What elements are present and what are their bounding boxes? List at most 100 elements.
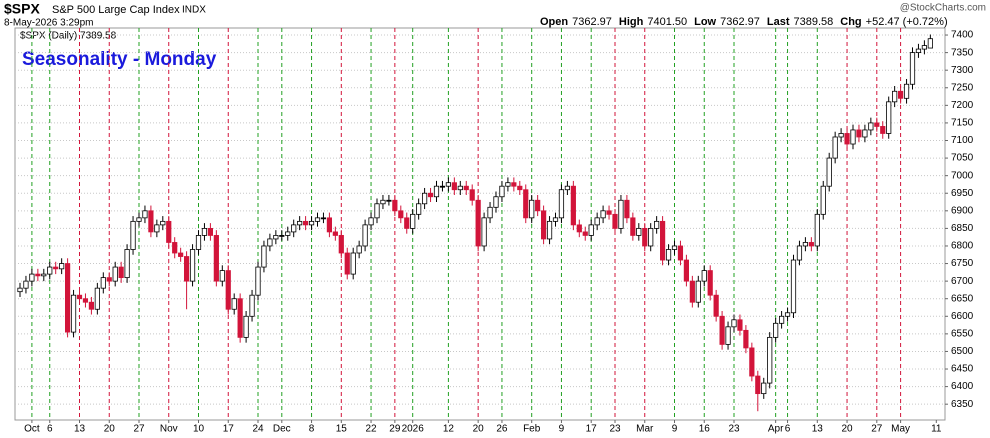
candle-body [921, 45, 928, 50]
candle-body [630, 217, 636, 236]
candle-body [743, 329, 749, 349]
candle-body [541, 210, 547, 240]
candle-body [338, 235, 344, 254]
candle-body [320, 217, 327, 220]
y-tick-label: 6950 [951, 188, 974, 199]
x-tick-label: 11 [931, 424, 942, 435]
candle-body [642, 227, 648, 247]
candle-body [100, 277, 106, 289]
y-tick-label: 6750 [951, 258, 974, 269]
x-tick-label: 9 [559, 424, 565, 435]
candle-body [70, 294, 77, 333]
x-tick-label: 17 [586, 424, 598, 435]
x-tick-label: 17 [223, 424, 235, 435]
candle-body [552, 217, 559, 222]
candle-body [505, 182, 511, 187]
candle-body [356, 245, 362, 254]
candle-body [915, 48, 922, 54]
candle-body [160, 220, 166, 226]
x-tick-label: 22 [365, 424, 377, 435]
candle-body [779, 315, 785, 324]
candle-body [201, 227, 208, 236]
candle-body [636, 227, 642, 236]
candle-body [362, 224, 368, 247]
candle-body [350, 252, 356, 275]
candle-body [398, 210, 404, 219]
candle-body [749, 347, 755, 377]
candle-body [88, 301, 94, 310]
y-tick-label: 7250 [951, 82, 974, 93]
candle-body [35, 273, 41, 277]
stat-label: Chg [840, 16, 861, 28]
stat-value: 7389.58 [794, 16, 834, 28]
y-tick-label: 6550 [951, 329, 974, 340]
x-tick-label: Oct [24, 424, 40, 435]
candle-body [677, 245, 684, 261]
candle-body [773, 322, 779, 338]
x-tick-label: 27 [871, 424, 883, 435]
y-tick-label: 6850 [951, 223, 974, 234]
candle-body [451, 182, 457, 191]
candle-body [130, 220, 136, 250]
candle-body [183, 256, 190, 282]
y-tick-label: 6600 [951, 311, 974, 322]
candle-body [838, 133, 844, 138]
candle-body [707, 270, 713, 296]
candle-body [683, 259, 690, 282]
candle-body [314, 217, 321, 222]
candle-body [892, 90, 898, 103]
candle-body [493, 196, 499, 208]
candle-body [588, 224, 594, 236]
candle-body [457, 185, 463, 191]
candle-body [166, 220, 172, 243]
candle-body [523, 189, 529, 219]
candle-body [665, 249, 672, 261]
x-tick-label: Mar [636, 424, 654, 435]
legend-label: $SPX (Daily) 7389.58 [20, 31, 117, 42]
y-tick-label: 7300 [951, 65, 974, 76]
x-tick-label: 8 [309, 424, 315, 435]
candle-body [433, 185, 440, 198]
candle-body [374, 203, 380, 219]
candle-body [832, 136, 838, 159]
candle-body [344, 252, 350, 275]
candle-body [291, 224, 297, 233]
candle-body [767, 336, 773, 384]
candle-body [535, 199, 541, 212]
x-tick-label: May [891, 424, 910, 435]
candle-body [481, 217, 487, 247]
y-tick-label: 7050 [951, 153, 974, 164]
y-tick-label: 6500 [951, 346, 974, 357]
x-tick-label: 23 [728, 424, 740, 435]
candle-body [267, 238, 273, 247]
candle-body [225, 270, 231, 310]
candle-body [582, 231, 588, 236]
x-tick-label: Nov [160, 424, 178, 435]
x-tick-label: 6 [47, 424, 53, 435]
candle-body [868, 122, 874, 131]
candle-body [487, 206, 493, 219]
candle-body [660, 220, 666, 261]
candle-body [755, 375, 761, 395]
x-tick-label: 10 [193, 424, 205, 435]
x-tick-label: 9 [672, 424, 678, 435]
candle-body [231, 298, 237, 310]
candle-body [856, 129, 862, 138]
candle-body [463, 185, 469, 191]
x-tick-label: 27 [133, 424, 145, 435]
candle-body [76, 294, 83, 300]
x-tick-label: 13 [812, 424, 824, 435]
candle-body [249, 294, 255, 317]
candle-body [469, 189, 475, 201]
plot-frame [14, 27, 946, 421]
candle-body [273, 235, 279, 240]
candle-body [826, 157, 832, 187]
candle-body [731, 319, 737, 328]
candle-body [802, 242, 809, 247]
candle-body [219, 270, 225, 282]
stat-label: Open [540, 16, 568, 28]
candle-body [898, 90, 904, 99]
watermark: @StockCharts.com [900, 3, 986, 14]
stat-value: 7362.97 [720, 16, 760, 28]
